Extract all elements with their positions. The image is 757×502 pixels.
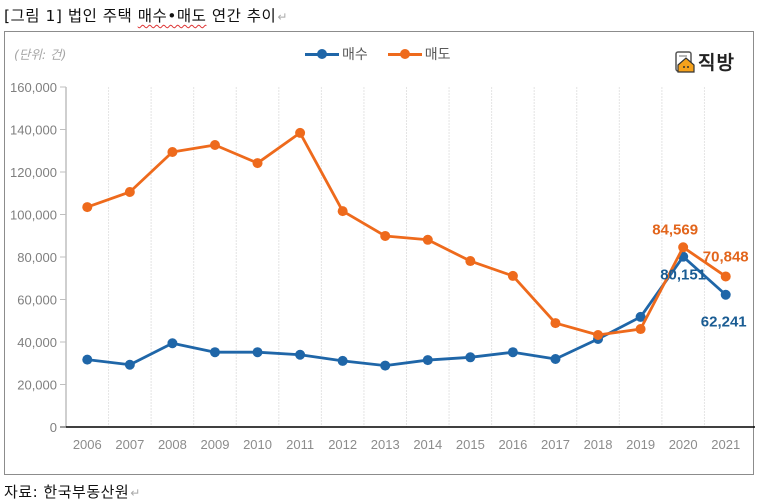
data-point-sell <box>422 234 433 245</box>
x-tick-label: 2019 <box>626 437 655 452</box>
figure-title-suffix: 연간 추이 <box>206 7 277 25</box>
y-axis-ticks: 0 20,000 40,000 60,000 80,000 100,000 120,000 1… <box>10 80 66 435</box>
y-tick-label: 100,000 <box>10 208 57 223</box>
paragraph-mark-icon: ↵ <box>277 10 288 24</box>
x-tick-label: 2010 <box>243 437 272 452</box>
x-tick-label: 2020 <box>669 437 698 452</box>
data-point-sell <box>550 318 561 329</box>
axes <box>60 87 755 428</box>
x-tick-label: 2017 <box>541 437 570 452</box>
x-tick-label: 2012 <box>328 437 357 452</box>
y-tick-label: 80,000 <box>17 250 57 265</box>
series-lines <box>82 127 731 371</box>
data-point-buy <box>380 360 391 371</box>
chart-legend: 매수 매도 <box>305 44 451 64</box>
legend-item-sell: 매도 <box>387 44 451 64</box>
data-point-buy <box>635 311 646 322</box>
source-text: 자료: 한국부동산원 <box>4 483 130 501</box>
y-tick-label: 60,000 <box>17 293 57 308</box>
x-tick-label: 2016 <box>498 437 527 452</box>
data-point-buy <box>720 289 731 300</box>
paragraph-mark-icon: ↵ <box>130 486 141 500</box>
data-point-buy <box>209 347 220 358</box>
source-note: 자료: 한국부동산원↵ <box>4 481 141 502</box>
data-point-sell <box>209 140 220 151</box>
data-point-sell <box>678 242 689 253</box>
data-point-buy <box>252 347 263 358</box>
data-labels: 80,151 62,241 84,569 70,848 <box>652 221 748 330</box>
data-point-sell <box>635 324 646 335</box>
y-tick-label: 160,000 <box>10 80 57 95</box>
data-point-buy <box>465 352 476 363</box>
legend-item-buy: 매수 <box>305 44 368 64</box>
data-point-sell <box>167 147 178 158</box>
data-point-sell <box>124 186 135 197</box>
data-point-buy <box>507 347 518 358</box>
data-point-sell <box>337 206 348 217</box>
data-label-sell: 84,569 <box>652 221 698 238</box>
legend-marker-sell-icon <box>387 48 422 60</box>
data-point-sell <box>252 158 263 169</box>
legend-label-sell: 매도 <box>424 47 451 63</box>
x-tick-label: 2018 <box>584 437 613 452</box>
x-tick-label: 2006 <box>73 437 102 452</box>
data-point-buy <box>124 359 135 370</box>
x-axis-ticks: 2006 2007 2008 2009 2010 2011 2012 2013 2014 2015… <box>73 437 740 452</box>
data-point-sell <box>82 202 93 213</box>
x-tick-label: 2007 <box>115 437 144 452</box>
data-point-buy <box>295 349 306 360</box>
data-point-sell <box>380 230 391 241</box>
house-icon <box>675 50 695 73</box>
chart-frame <box>4 31 754 475</box>
series-line-buy <box>87 255 727 367</box>
series-line-sell <box>86 131 727 337</box>
data-point-buy <box>337 355 348 366</box>
data-point-buy <box>550 354 561 364</box>
x-tick-label: 2015 <box>456 437 485 452</box>
data-point-buy <box>82 354 93 365</box>
unit-label: (단위: 건) <box>14 47 67 62</box>
y-tick-label: 0 <box>50 420 57 435</box>
x-tick-label: 2013 <box>371 437 400 452</box>
data-label-buy: 62,241 <box>701 314 747 331</box>
brand-name: 직방 <box>698 52 735 74</box>
brand-logo: 직방 <box>675 48 735 75</box>
y-tick-label: 40,000 <box>17 335 57 350</box>
x-tick-label: 2009 <box>201 437 230 452</box>
x-tick-label: 2014 <box>413 437 442 452</box>
figure-title-highlight: 매수•매도 <box>137 7 207 25</box>
x-tick-label: 2011 <box>286 437 314 452</box>
x-tick-label: 2021 <box>711 437 740 452</box>
data-point-sell <box>593 329 604 340</box>
data-label-sell: 70,848 <box>703 248 749 265</box>
x-tick-label: 2008 <box>158 437 187 452</box>
y-tick-label: 120,000 <box>10 165 57 180</box>
legend-label-buy: 매수 <box>342 47 368 63</box>
data-point-sell <box>507 270 518 281</box>
data-point-buy <box>422 355 433 366</box>
data-point-buy <box>167 338 178 349</box>
data-label-buy: 80,151 <box>660 267 706 284</box>
legend-marker-buy-icon <box>305 48 339 60</box>
data-point-sell <box>295 127 306 138</box>
y-tick-label: 20,000 <box>17 378 57 393</box>
figure-title-prefix: [그림 1] 법인 주택 <box>4 7 138 25</box>
y-tick-label: 140,000 <box>10 123 57 138</box>
data-point-sell <box>720 271 731 282</box>
grid-lines <box>108 87 705 427</box>
figure-title: [그림 1] 법인 주택 매수•매도 연간 추이↵ <box>4 4 288 26</box>
data-point-sell <box>465 256 476 267</box>
